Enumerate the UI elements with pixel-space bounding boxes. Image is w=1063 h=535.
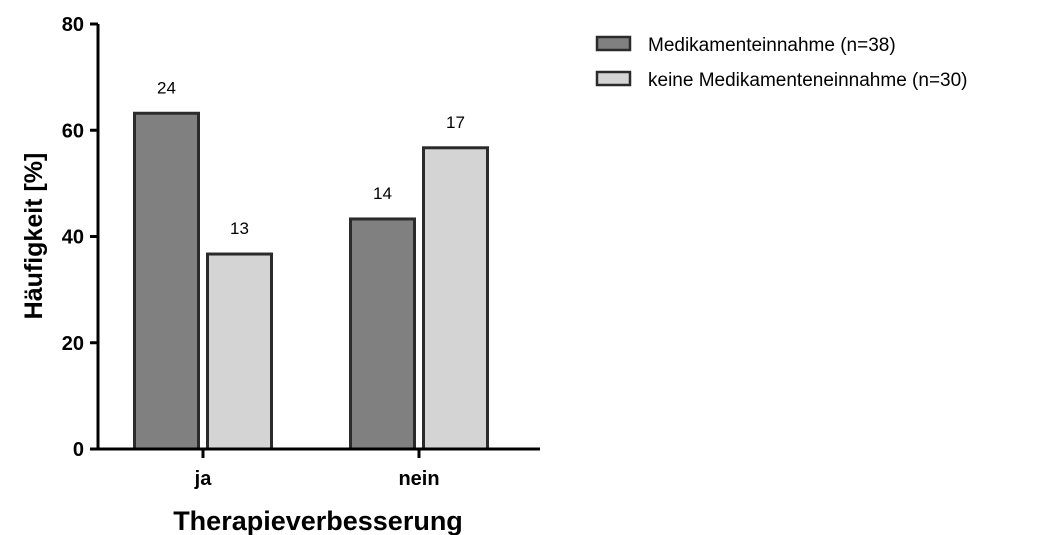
data-label-nein-series-0: 14 [373, 184, 392, 203]
legend-swatch-medikamenteinnahme [595, 35, 632, 52]
data-label-ja-series-1: 13 [230, 219, 249, 238]
bar-nein-series-0 [349, 217, 416, 451]
y-ticks-group: 0 20 40 60 80 [62, 14, 98, 461]
data-labels-group: 24 13 14 17 [157, 78, 465, 238]
data-label-ja-series-0: 24 [157, 78, 176, 97]
bar-nein-series-1 [422, 146, 489, 451]
y-axis-title: Häufigkeit [%] [20, 153, 48, 320]
bar-ja-series-0 [133, 111, 200, 451]
bars-group [133, 111, 489, 451]
x-axis-title: Therapieverbesserung [173, 506, 463, 535]
y-tick-label: 60 [62, 120, 84, 142]
legend-label-medikamenteinnahme: Medikamenteinnahme (n=38) [648, 35, 896, 56]
bar-ja-series-1 [206, 252, 273, 451]
y-tick-label: 0 [73, 439, 84, 461]
y-tick-label: 20 [62, 333, 84, 355]
data-label-nein-series-1: 17 [446, 113, 465, 132]
x-ticks-group: ja nein [194, 449, 440, 490]
y-tick-label: 80 [62, 14, 84, 36]
legend-label-keine-medikamenteneinnahme: keine Medikamenteneinnahme (n=30) [648, 70, 968, 91]
y-tick-label: 40 [62, 227, 84, 249]
legend: Medikamenteinnahme (n=38) keine Medikame… [595, 35, 968, 91]
legend-swatch-keine-medikamenteneinnahme [595, 70, 632, 87]
x-tick-label-ja: ja [194, 468, 213, 490]
x-tick-label-nein: nein [398, 468, 439, 490]
